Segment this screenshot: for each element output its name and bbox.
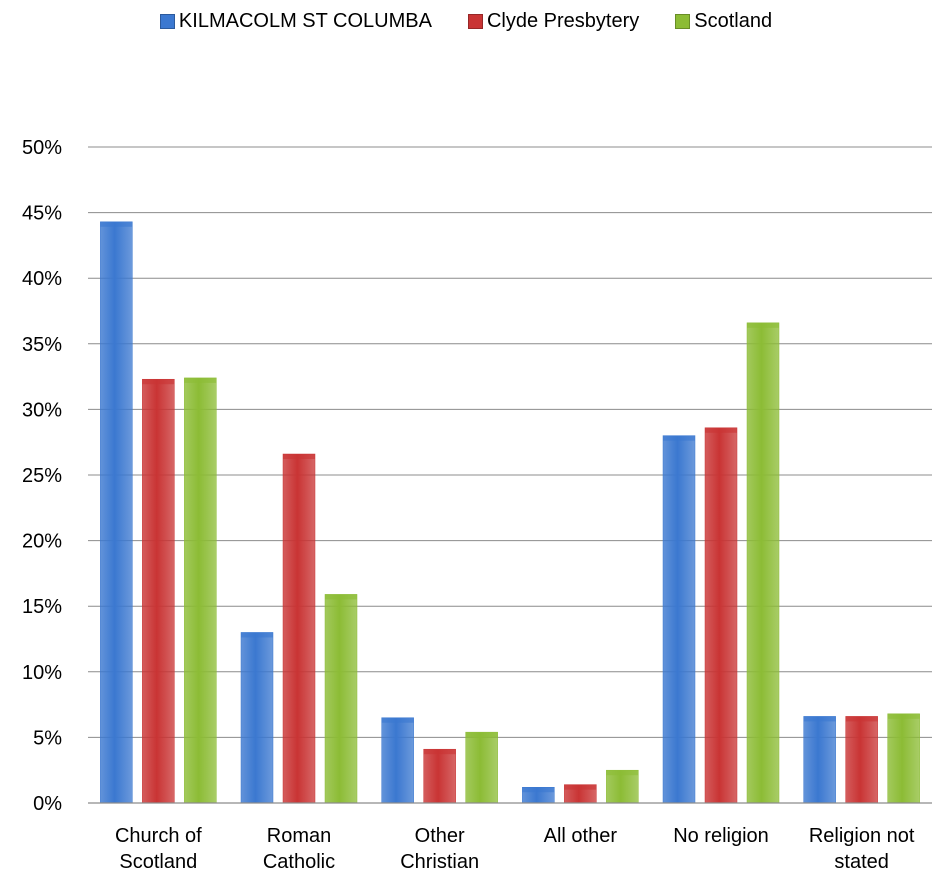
bar-top [845, 716, 878, 722]
bar-top [465, 732, 498, 738]
legend: KILMACOLM ST COLUMBA Clyde Presbytery Sc… [0, 10, 932, 33]
x-tick-label: Roman [267, 825, 331, 847]
bar-top [381, 717, 414, 723]
legend-label-scotland: Scotland [694, 10, 773, 32]
x-tick-label: stated [834, 851, 888, 873]
bar-top [142, 379, 175, 385]
bar [662, 435, 696, 804]
bar-top [705, 427, 737, 433]
x-tick-label: No religion [673, 825, 769, 847]
bar-top [564, 784, 597, 790]
bar-top [606, 770, 639, 776]
bar-top [522, 787, 555, 793]
y-tick-label: 40% [22, 268, 62, 290]
y-tick-label: 30% [22, 399, 62, 421]
legend-label-clyde: Clyde Presbytery [486, 10, 640, 32]
bar [142, 378, 175, 804]
bar [465, 731, 498, 804]
y-tick-label: 0% [33, 793, 62, 815]
bar-top [803, 716, 836, 722]
y-tick-label: 35% [22, 334, 62, 356]
x-tick-label: Catholic [263, 851, 335, 873]
legend-swatch-kilmacolm [159, 14, 175, 29]
x-tick-label: Church of [115, 825, 202, 847]
legend-label-kilmacolm: KILMACOLM ST COLUMBA [178, 10, 432, 32]
bar-top [100, 221, 133, 227]
x-tick-label: All other [544, 825, 618, 847]
y-tick-label: 20% [22, 531, 62, 553]
bar [803, 716, 836, 804]
bar-top [663, 435, 695, 441]
bar [184, 377, 217, 804]
bar-top [241, 632, 273, 638]
bar [845, 716, 878, 804]
bar-top [423, 749, 456, 755]
x-tick-label: Other [415, 825, 465, 847]
bar [704, 427, 738, 804]
y-tick-label: 50% [22, 137, 62, 159]
y-tick-label: 45% [22, 203, 62, 225]
bar [324, 594, 358, 804]
bar [100, 221, 133, 804]
bar [282, 453, 316, 804]
legend-item-kilmacolm: KILMACOLM ST COLUMBA [159, 10, 432, 33]
bar-top [747, 322, 779, 328]
legend-item-scotland: Scotland [675, 10, 772, 33]
bar-top [325, 594, 357, 600]
legend-swatch-scotland [675, 14, 691, 29]
bar-top [283, 454, 315, 460]
y-tick-label: 15% [22, 596, 62, 618]
legend-swatch-clyde [467, 14, 483, 29]
legend-item-clyde: Clyde Presbytery [467, 10, 640, 33]
y-tick-label: 5% [33, 727, 62, 749]
bar [746, 322, 780, 804]
bar [606, 769, 639, 804]
bar [240, 632, 274, 804]
bar-top [184, 377, 217, 383]
y-tick-label: 10% [22, 662, 62, 684]
bar [381, 717, 414, 804]
bar [887, 713, 920, 804]
bar-top [887, 713, 920, 719]
x-tick-label: Christian [400, 851, 479, 873]
y-tick-label: 25% [22, 465, 62, 487]
x-tick-label: Scotland [119, 851, 197, 873]
bar [423, 748, 456, 804]
x-tick-label: Religion not [809, 825, 915, 847]
